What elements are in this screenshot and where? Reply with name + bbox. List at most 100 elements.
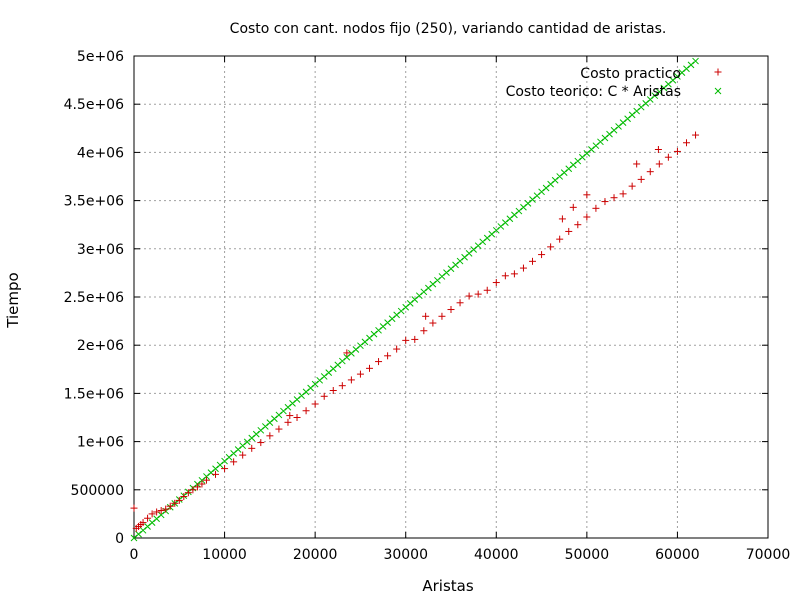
y-tick-label: 4.5e+06 — [64, 97, 125, 113]
data-point-practico — [384, 352, 392, 360]
data-point-practico — [171, 499, 179, 507]
y-tick-label: 3.5e+06 — [64, 194, 125, 210]
data-point-practico — [157, 507, 165, 515]
data-point-practico — [257, 439, 265, 447]
data-point-practico — [474, 290, 482, 298]
data-point-practico — [456, 299, 464, 307]
data-point-practico — [633, 160, 641, 168]
y-tick-label: 1.5e+06 — [64, 386, 125, 402]
data-point-practico — [130, 504, 138, 512]
data-point-practico — [583, 191, 591, 199]
data-point-practico — [356, 370, 364, 378]
data-point-practico — [664, 153, 672, 161]
y-tick-label: 1e+06 — [77, 435, 124, 451]
data-point-practico — [422, 312, 430, 320]
x-axis-label: Aristas — [422, 577, 473, 595]
legend: Costo practico Costo teorico: C * Aristas — [506, 66, 722, 100]
x-tick-label: 0 — [130, 547, 139, 563]
data-point-practico — [501, 272, 509, 280]
data-point-practico — [275, 425, 283, 433]
legend-label-teorico: Costo teorico: C * Aristas — [506, 84, 681, 100]
x-tick-label: 60000 — [655, 547, 700, 563]
chart-title: Costo con cant. nodos fijo (250), varian… — [230, 21, 667, 37]
data-point-practico — [583, 213, 591, 221]
data-point-practico — [153, 508, 161, 516]
y-tick-label: 5e+06 — [77, 49, 124, 65]
data-point-practico — [180, 493, 188, 501]
data-point-practico — [202, 476, 210, 484]
data-point-practico — [492, 279, 500, 287]
data-point-practico — [248, 444, 256, 452]
y-tick-label: 2.5e+06 — [64, 290, 125, 306]
data-point-practico — [175, 496, 183, 504]
series-costo-teorico — [130, 57, 699, 542]
data-point-practico — [692, 131, 700, 139]
y-tick-label: 4e+06 — [77, 145, 124, 161]
x-tick-label: 30000 — [383, 547, 428, 563]
data-point-practico — [592, 204, 600, 212]
y-tick-label: 500000 — [71, 483, 124, 499]
data-point-practico — [637, 175, 645, 183]
data-point-practico — [529, 257, 537, 265]
data-point-practico — [574, 221, 582, 229]
data-point-practico — [184, 489, 192, 497]
legend-label-practico: Costo practico — [580, 66, 681, 82]
data-point-practico — [338, 382, 346, 390]
data-point-practico — [293, 414, 301, 421]
data-point-practico — [420, 327, 428, 335]
data-point-practico — [266, 432, 274, 440]
series-costo-practico — [130, 131, 700, 532]
x-tick-label: 70000 — [746, 547, 791, 563]
data-point-practico — [558, 215, 566, 223]
legend-marker-practico — [714, 68, 722, 76]
data-point-practico — [402, 336, 410, 344]
data-point-practico — [610, 194, 618, 202]
y-tick-label: 2e+06 — [77, 338, 124, 354]
data-point-practico — [654, 146, 662, 154]
data-point-practico — [393, 345, 401, 353]
x-tick-label: 10000 — [202, 547, 247, 563]
data-point-practico — [239, 451, 247, 459]
data-point-practico — [311, 400, 319, 408]
data-point-practico — [569, 203, 577, 211]
legend-marker-teorico — [714, 87, 722, 95]
data-point-teorico — [692, 57, 699, 65]
data-point-practico — [193, 483, 201, 491]
x-tick-label: 50000 — [565, 547, 610, 563]
y-axis-label: Tiempo — [4, 272, 22, 328]
data-point-practico — [465, 292, 473, 300]
data-point-practico — [619, 190, 627, 198]
data-point-practico — [212, 470, 220, 478]
x-tick-label: 40000 — [474, 547, 519, 563]
data-point-practico — [365, 364, 373, 372]
data-point-practico — [302, 407, 310, 415]
data-point-practico — [375, 358, 383, 366]
data-points — [130, 57, 700, 542]
data-point-practico — [483, 286, 491, 294]
data-point-practico — [320, 392, 328, 400]
data-point-practico — [162, 505, 170, 513]
data-point-practico — [628, 182, 636, 190]
data-point-practico — [284, 418, 292, 426]
data-point-practico — [343, 349, 351, 357]
data-point-practico — [519, 264, 527, 272]
data-point-practico — [655, 160, 663, 168]
data-point-practico — [565, 227, 573, 235]
data-point-practico — [556, 235, 564, 243]
data-point-practico — [230, 458, 238, 466]
y-tick-label: 3e+06 — [77, 242, 124, 258]
grid — [134, 56, 768, 538]
data-point-practico — [673, 147, 681, 155]
data-point-practico — [329, 387, 337, 395]
data-point-practico — [144, 514, 152, 522]
data-point-practico — [601, 198, 609, 206]
data-point-practico — [347, 376, 355, 384]
data-point-practico — [139, 519, 147, 527]
data-point-practico — [198, 480, 206, 488]
data-point-practico — [189, 486, 197, 494]
data-point-practico — [411, 335, 419, 343]
x-tick-label: 20000 — [293, 547, 338, 563]
data-point-practico — [221, 465, 229, 473]
